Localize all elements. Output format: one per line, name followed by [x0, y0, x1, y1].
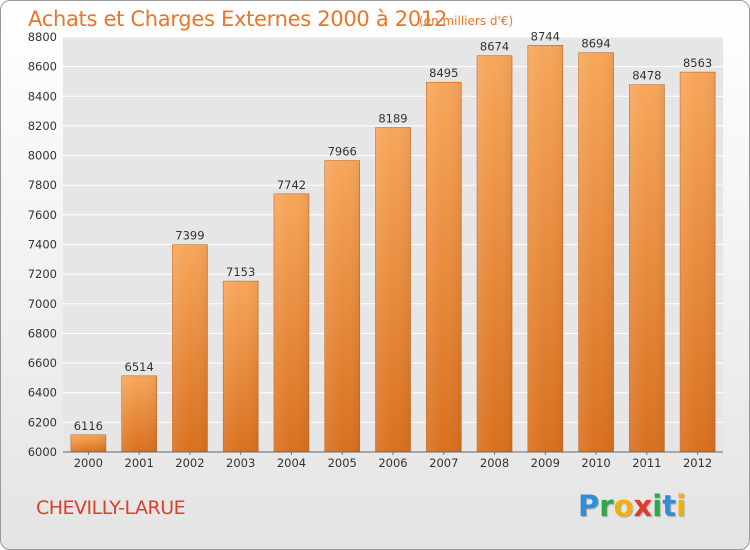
x-tick-label: 2002 — [175, 456, 204, 470]
bar-sheen — [426, 82, 462, 453]
data-label: 8694 — [581, 37, 610, 51]
y-tick-label: 6000 — [28, 445, 57, 459]
x-tick-label: 2003 — [226, 456, 255, 470]
x-tick-label: 2012 — [683, 456, 712, 470]
bar-sheen — [680, 72, 716, 453]
y-tick-label: 8600 — [28, 60, 57, 74]
y-tick-label: 6600 — [28, 356, 57, 370]
y-tick-label: 7600 — [28, 208, 57, 222]
logo-letter: o — [613, 489, 634, 523]
bar-sheen — [477, 55, 513, 453]
data-label: 8563 — [683, 56, 712, 70]
bar-sheen — [172, 244, 208, 452]
x-tick-label: 2005 — [328, 456, 357, 470]
logo-letter: x — [633, 489, 653, 523]
chart-subtitle: (en milliers d'€) — [419, 14, 514, 28]
bar-sheen — [273, 193, 309, 452]
logo-letter: i — [676, 489, 687, 523]
y-tick-label: 6400 — [28, 386, 57, 400]
data-label: 7153 — [226, 265, 255, 279]
y-tick-label: 8400 — [28, 89, 57, 103]
proxiti-logo: Proxiti — [578, 489, 686, 523]
logo-letter: P — [578, 489, 600, 523]
x-tick-label: 2006 — [378, 456, 407, 470]
x-tick-label: 2009 — [531, 456, 560, 470]
bar-sheen — [324, 160, 360, 452]
bar-sheen — [223, 281, 259, 452]
x-tick-label: 2010 — [581, 456, 610, 470]
y-tick-label: 6200 — [28, 415, 57, 429]
y-tick-label: 7000 — [28, 297, 57, 311]
data-label: 7742 — [277, 178, 306, 192]
y-tick-label: 7800 — [28, 178, 57, 192]
bar-sheen — [70, 434, 106, 452]
y-tick-label: 8800 — [28, 30, 57, 44]
x-tick-label: 2001 — [125, 456, 154, 470]
chart-title: Achats et Charges Externes 2000 à 2012 — [28, 7, 448, 31]
logo-letter: i — [652, 489, 663, 523]
y-tick-label: 8000 — [28, 149, 57, 163]
data-label: 6116 — [74, 419, 103, 433]
x-tick-label: 2000 — [74, 456, 103, 470]
x-tick-label: 2011 — [632, 456, 661, 470]
data-label: 8495 — [429, 66, 458, 80]
x-tick-label: 2004 — [277, 456, 306, 470]
y-tick-label: 6800 — [28, 326, 57, 340]
bar-sheen — [527, 45, 563, 453]
location-label: CHEVILLY-LARUE — [36, 497, 186, 519]
bar-sheen — [578, 52, 614, 452]
data-label: 8744 — [531, 29, 560, 43]
y-tick-label: 7400 — [28, 238, 57, 252]
data-label: 7399 — [175, 229, 204, 243]
data-label: 8189 — [378, 112, 407, 126]
logo-letter: r — [599, 489, 614, 523]
y-tick-label: 8200 — [28, 119, 57, 133]
x-tick-label: 2008 — [480, 456, 509, 470]
data-label: 7966 — [328, 145, 357, 159]
bar-sheen — [375, 127, 411, 452]
data-label: 8478 — [632, 69, 661, 83]
bar-sheen — [629, 84, 665, 452]
x-tick-label: 2007 — [429, 456, 458, 470]
logo-letter: t — [662, 489, 677, 523]
data-label: 8674 — [480, 40, 509, 54]
y-tick-label: 7200 — [28, 267, 57, 281]
bar-sheen — [121, 375, 157, 452]
data-label: 6514 — [125, 360, 154, 374]
